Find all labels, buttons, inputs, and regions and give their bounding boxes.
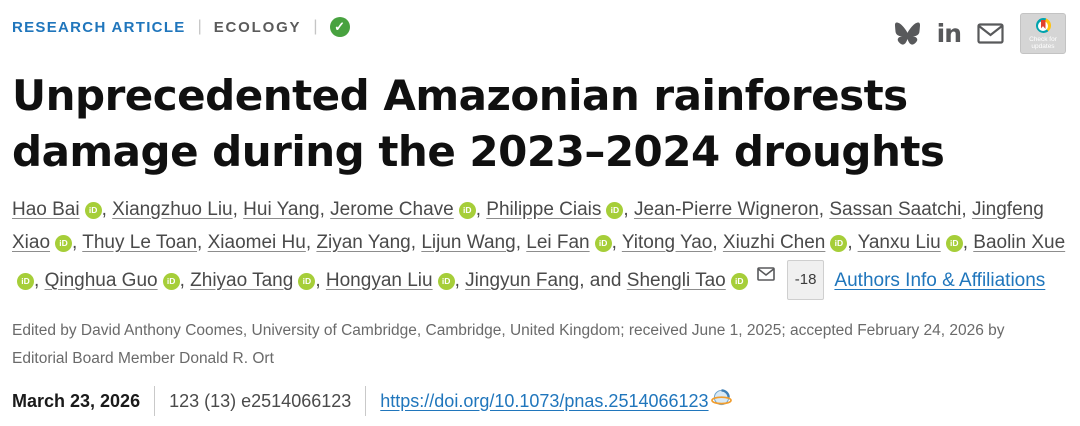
author-link[interactable]: Shengli Tao <box>626 270 726 291</box>
author-link[interactable]: Jean-Pierre Wigneron <box>633 199 819 220</box>
author-link[interactable]: Xiaomei Hu <box>207 232 306 253</box>
author-link[interactable]: Ziyan Yang <box>316 232 411 253</box>
check-for-updates-badge[interactable]: Check for updates <box>1020 13 1066 54</box>
author-link[interactable]: Sassan Saatchi <box>829 199 962 220</box>
author-link[interactable]: Yitong Yao <box>621 232 713 253</box>
author-link[interactable]: Thuy Le Toan <box>82 232 198 253</box>
meta-separator: | <box>313 18 318 35</box>
author-count-badge[interactable]: -18 <box>786 260 825 300</box>
article-header-page: RESEARCH ARTICLE | ECOLOGY | ✓ in <box>12 13 1066 416</box>
author-link[interactable]: Yanxu Liu <box>857 232 941 253</box>
author-list: Hao Bai iD, Xiangzhuo Liu, Hui Yang, Jero… <box>12 193 1066 300</box>
orcid-icon[interactable]: iD <box>945 235 963 252</box>
orcid-icon[interactable]: iD <box>458 202 476 219</box>
article-title: Unprecedented Amazonian rainforests dama… <box>12 71 945 176</box>
author-link[interactable]: Jingyun Fang <box>465 270 580 291</box>
orcid-icon[interactable]: iD <box>830 235 848 252</box>
orcid-icon[interactable]: iD <box>55 235 73 252</box>
meta-separator: | <box>197 18 202 35</box>
author-link[interactable]: Jerome Chave <box>330 199 454 220</box>
authors-info-link[interactable]: Authors Info & Affiliations <box>834 270 1046 291</box>
author-link[interactable]: Zhiyao Tang <box>190 270 294 291</box>
orcid-icon[interactable]: iD <box>437 273 455 290</box>
subject-category-link[interactable]: ECOLOGY <box>213 18 302 36</box>
meta-bar: RESEARCH ARTICLE | ECOLOGY | ✓ in <box>12 13 1066 54</box>
open-access-check-icon: ✓ <box>329 17 350 37</box>
orcid-icon[interactable]: iD <box>594 235 612 252</box>
orcid-icon[interactable]: iD <box>162 273 180 290</box>
author-link[interactable]: Qinghua Guo <box>44 270 158 291</box>
publication-date: March 23, 2026 <box>12 390 141 411</box>
author-link[interactable]: Hongyan Liu <box>325 270 433 291</box>
publication-info-row: March 23, 2026 123 (13) e2514066123 http… <box>12 386 1066 416</box>
orcid-icon[interactable]: iD <box>17 273 34 290</box>
author-link[interactable]: Hao Bai <box>12 199 80 220</box>
author-link[interactable]: Philippe Ciais <box>486 199 602 220</box>
orcid-icon[interactable]: iD <box>606 202 624 219</box>
orcid-icon[interactable]: iD <box>84 202 102 219</box>
author-link[interactable]: Lijun Wang <box>421 232 516 253</box>
doi-link[interactable]: https://doi.org/10.1073/pnas.2514066123 <box>380 389 732 413</box>
authors-flow: Hao Bai iD, Xiangzhuo Liu, Hui Yang, Jero… <box>12 199 1066 291</box>
author-link[interactable]: Hui Yang <box>243 199 320 220</box>
doi-text: https://doi.org/10.1073/pnas.2514066123 <box>380 390 709 411</box>
volume-issue-citation: 123 (13) e2514066123 <box>169 390 352 411</box>
crossmark-logo-icon <box>1035 18 1051 33</box>
orcid-icon[interactable]: iD <box>298 273 316 290</box>
author-link[interactable]: Xiangzhuo Liu <box>112 199 233 220</box>
edited-by-note: Edited by David Anthony Coomes, Universi… <box>12 322 1005 367</box>
vertical-divider <box>154 386 156 416</box>
corresponding-email-icon[interactable] <box>756 265 775 286</box>
linkedin-icon[interactable]: in <box>936 19 962 48</box>
check-for-updates-label: Check for updates <box>1029 36 1057 50</box>
orcid-icon[interactable]: iD <box>730 273 748 290</box>
vertical-divider <box>365 386 367 416</box>
author-link[interactable]: Baolin Xue <box>973 232 1066 253</box>
email-icon[interactable] <box>977 23 1004 44</box>
author-link[interactable]: Jingfeng Xiao <box>12 199 1044 253</box>
share-toolbar: in Check for updates <box>894 13 1066 54</box>
author-link[interactable]: Lei Fan <box>526 232 590 253</box>
article-meta: RESEARCH ARTICLE | ECOLOGY | ✓ <box>12 13 350 37</box>
bluesky-icon[interactable] <box>894 21 921 46</box>
article-type-link[interactable]: RESEARCH ARTICLE <box>12 18 186 36</box>
author-link[interactable]: Xiuzhi Chen <box>722 232 826 253</box>
globe-icon <box>710 389 732 413</box>
